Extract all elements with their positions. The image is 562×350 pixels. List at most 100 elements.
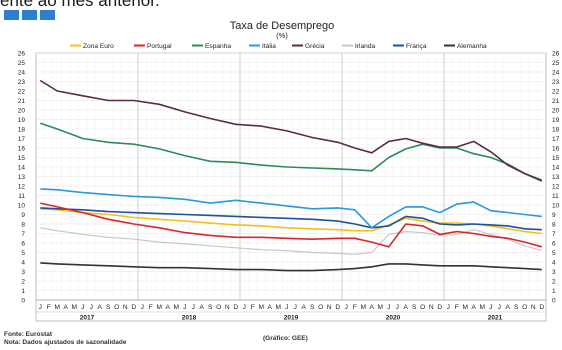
x-month-label: N bbox=[531, 304, 536, 311]
source-text: Fonte: Eurostat bbox=[4, 331, 53, 338]
x-month-label: J bbox=[141, 304, 144, 311]
graph-credit: (Gráfico: GEE) bbox=[263, 335, 308, 342]
y-tick-label-right: 20 bbox=[552, 107, 560, 114]
y-tick-label-left: 24 bbox=[18, 69, 26, 76]
x-month-label: J bbox=[81, 304, 84, 311]
blue-square-1 bbox=[4, 10, 19, 20]
legend-label: Zona Euro bbox=[83, 43, 114, 50]
y-tick-label-right: 14 bbox=[552, 164, 560, 171]
x-month-label: S bbox=[514, 304, 519, 311]
y-tick-label-left: 1 bbox=[21, 288, 25, 295]
y-tick-label-left: 8 bbox=[21, 221, 25, 228]
series-line-irlanda bbox=[40, 227, 542, 255]
x-month-label: N bbox=[225, 304, 230, 311]
x-month-label: M bbox=[259, 304, 265, 311]
x-month-label: S bbox=[208, 304, 213, 311]
y-tick-label-right: 0 bbox=[552, 297, 556, 304]
legend-label: Espanha bbox=[205, 43, 231, 50]
x-month-label: O bbox=[318, 304, 323, 311]
x-month-label: J bbox=[39, 304, 42, 311]
y-axis-left: 0123456789101112131415161718192021222324… bbox=[18, 50, 26, 304]
x-month-label: F bbox=[47, 304, 51, 311]
x-month-label: J bbox=[183, 304, 186, 311]
y-tick-label-right: 3 bbox=[552, 269, 556, 276]
y-tick-label-right: 12 bbox=[552, 183, 560, 190]
x-month-label: A bbox=[64, 304, 69, 311]
y-tick-label-right: 23 bbox=[552, 79, 560, 86]
y-tick-label-right: 24 bbox=[552, 69, 560, 76]
y-tick-label-left: 5 bbox=[21, 250, 25, 257]
x-month-label: D bbox=[539, 304, 544, 311]
y-tick-label-left: 3 bbox=[21, 269, 25, 276]
chart-series bbox=[39, 79, 543, 272]
legend-label: Alemanha bbox=[457, 43, 487, 50]
x-month-label: M bbox=[378, 304, 384, 311]
y-tick-label-left: 13 bbox=[18, 174, 26, 181]
x-month-label: M bbox=[72, 304, 78, 311]
x-month-label: O bbox=[420, 304, 425, 311]
x-month-label: A bbox=[404, 304, 409, 311]
x-month-label: J bbox=[243, 304, 246, 311]
x-month-label: D bbox=[335, 304, 340, 311]
x-month-label: O bbox=[522, 304, 527, 311]
x-axis-frame bbox=[35, 299, 547, 322]
x-year-label: 2018 bbox=[182, 315, 197, 322]
y-tick-label-left: 10 bbox=[18, 202, 26, 209]
legend-label: Itália bbox=[262, 43, 276, 50]
x-month-label: N bbox=[327, 304, 332, 311]
y-tick-label-right: 19 bbox=[552, 117, 560, 124]
y-tick-label-left: 2 bbox=[21, 278, 25, 285]
x-month-label: J bbox=[294, 304, 297, 311]
blue-square-2 bbox=[22, 10, 37, 20]
x-month-label: F bbox=[149, 304, 153, 311]
chart-subtitle: (%) bbox=[276, 31, 288, 40]
x-month-label: M bbox=[276, 304, 282, 311]
x-month-label: M bbox=[361, 304, 367, 311]
y-tick-label-left: 16 bbox=[18, 145, 26, 152]
legend-label: Portugal bbox=[147, 43, 172, 50]
y-tick-label-right: 7 bbox=[552, 231, 556, 238]
legend-label: Irlanda bbox=[355, 43, 375, 50]
y-tick-label-right: 9 bbox=[552, 212, 556, 219]
x-month-label: O bbox=[114, 304, 119, 311]
y-tick-label-right: 11 bbox=[552, 193, 559, 200]
y-tick-label-left: 19 bbox=[18, 117, 26, 124]
x-month-label: J bbox=[498, 304, 501, 311]
y-tick-label-left: 12 bbox=[18, 183, 26, 190]
y-tick-label-left: 18 bbox=[18, 126, 26, 133]
x-month-label: N bbox=[123, 304, 128, 311]
x-month-label: A bbox=[98, 304, 103, 311]
series-line-portugal bbox=[40, 202, 543, 248]
legend-label: Grécia bbox=[305, 43, 325, 50]
y-tick-label-left: 22 bbox=[18, 88, 26, 95]
x-year-label: 2017 bbox=[80, 315, 95, 322]
x-month-label: M bbox=[157, 304, 163, 311]
x-month-label: S bbox=[412, 304, 417, 311]
series-line-grcia bbox=[39, 79, 543, 182]
x-month-label: J bbox=[90, 304, 93, 311]
x-month-label: A bbox=[166, 304, 171, 311]
x-month-label: D bbox=[233, 304, 238, 311]
x-month-label: O bbox=[216, 304, 221, 311]
x-year-label: 2020 bbox=[386, 315, 401, 322]
x-month-label: J bbox=[387, 304, 390, 311]
x-month-label: J bbox=[192, 304, 195, 311]
y-tick-label-left: 26 bbox=[18, 50, 26, 57]
y-tick-label-right: 17 bbox=[552, 136, 560, 143]
x-month-label: F bbox=[455, 304, 459, 311]
y-tick-label-right: 26 bbox=[552, 50, 560, 57]
y-tick-label-right: 13 bbox=[552, 174, 560, 181]
y-tick-label-left: 20 bbox=[18, 107, 26, 114]
y-tick-label-left: 23 bbox=[18, 79, 26, 86]
y-axis-right: 0123456789101112131415161718192021222324… bbox=[552, 50, 560, 304]
y-tick-label-right: 5 bbox=[552, 250, 556, 257]
x-month-label: M bbox=[55, 304, 61, 311]
x-year-label: 2021 bbox=[488, 315, 503, 322]
series-line-alemanha bbox=[40, 262, 542, 272]
y-tick-label-right: 18 bbox=[552, 126, 560, 133]
x-month-label: M bbox=[480, 304, 486, 311]
x-month-label: F bbox=[353, 304, 357, 311]
y-tick-label-right: 22 bbox=[552, 88, 560, 95]
series-line-frana bbox=[40, 207, 542, 231]
